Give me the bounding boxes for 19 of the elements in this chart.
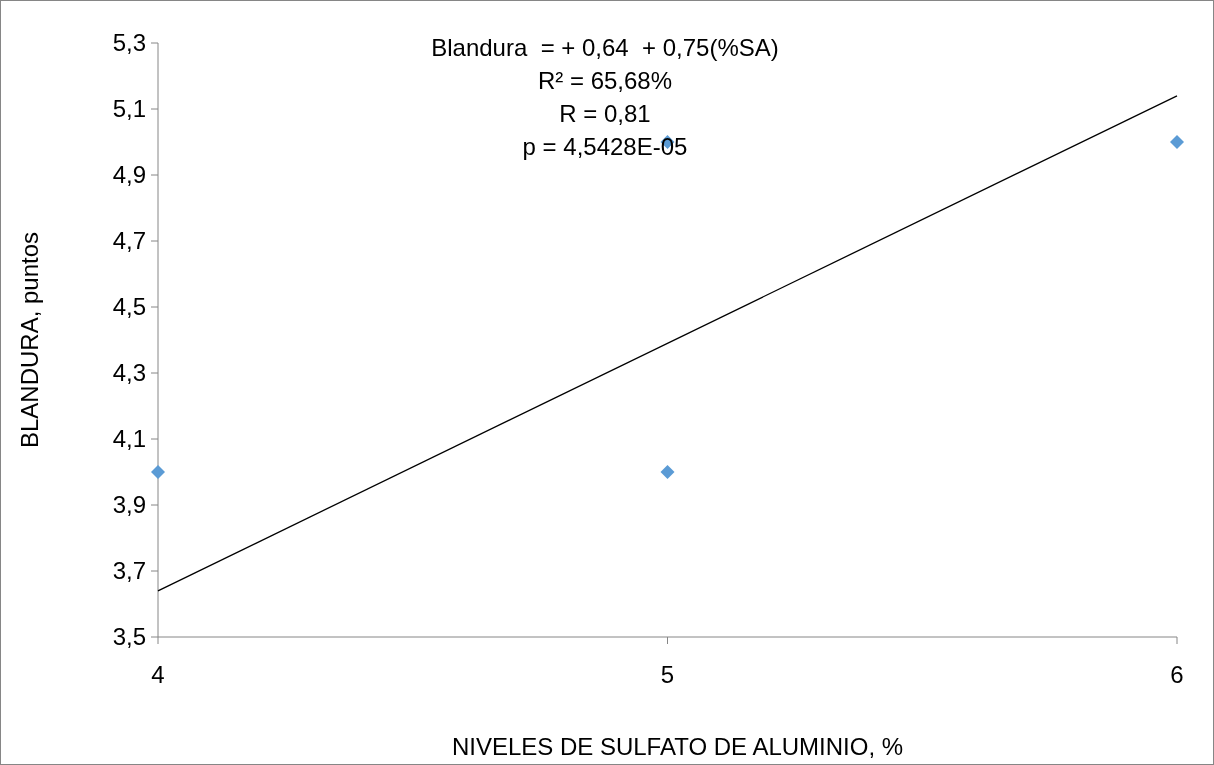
- y-tick-label: 3,7: [112, 557, 146, 585]
- y-tick-label: 4,1: [112, 425, 146, 453]
- y-tick-label: 4,5: [112, 293, 146, 321]
- annotation: R = 0,81: [559, 100, 651, 127]
- annotation: Blandura = + 0,64 + 0,75(%SA): [431, 34, 779, 61]
- annotation: p = 4,5428E-05: [522, 133, 688, 160]
- y-tick-label: 4,9: [112, 161, 146, 189]
- y-tick-label: 5,1: [112, 95, 146, 123]
- x-tick-label: 4: [151, 661, 165, 688]
- y-tick-label: 3,5: [112, 623, 146, 651]
- y-tick-label: 4,3: [112, 359, 146, 387]
- y-tick-label: 5,3: [112, 29, 146, 57]
- y-tick-label: 3,9: [112, 491, 146, 519]
- annotation: R² = 65,68%: [537, 67, 673, 94]
- x-axis-title: NIVELES DE SULFATO DE ALUMINIO, %: [451, 733, 904, 760]
- x-tick-label: 6: [1170, 661, 1184, 688]
- y-tick-label: 4,7: [112, 227, 146, 255]
- x-tick-label: 5: [660, 661, 675, 688]
- y-axis-title: BLANDURA, puntos: [16, 231, 43, 449]
